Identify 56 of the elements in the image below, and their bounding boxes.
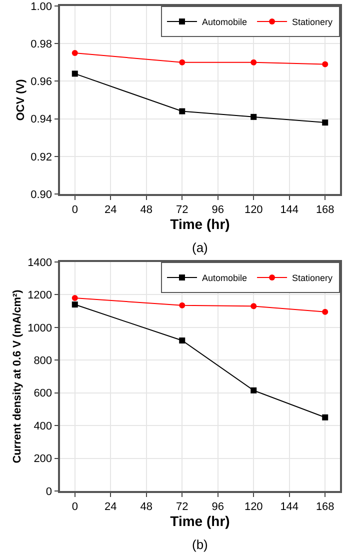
point xyxy=(179,59,186,66)
x-tick-label: 120 xyxy=(244,500,263,513)
legend-label: Stationery xyxy=(292,17,334,28)
x-tick-label: 168 xyxy=(316,204,334,216)
x-tick-label: 144 xyxy=(280,204,299,216)
text: (a) xyxy=(192,240,208,255)
y-tick-label: 600 xyxy=(34,388,52,400)
x-tick-label: 0 xyxy=(72,500,78,513)
y-tick-label: 400 xyxy=(34,420,52,432)
x-tick-label: 48 xyxy=(140,204,153,216)
point xyxy=(322,414,328,420)
y-tick-label: 800 xyxy=(34,354,52,367)
x-tick-label: 0 xyxy=(72,204,78,216)
point xyxy=(250,59,257,66)
point xyxy=(72,70,78,77)
y-axis-title: OCV (V) xyxy=(14,78,27,121)
x-tick-label: 168 xyxy=(316,500,334,513)
point xyxy=(322,120,328,126)
x-tick-label: 24 xyxy=(104,204,117,216)
x-tick-label: 96 xyxy=(212,204,224,216)
y-tick-label: 0.96 xyxy=(30,76,52,88)
y-tick-label: 1.00 xyxy=(30,0,52,13)
point xyxy=(179,338,186,344)
y-tick-label: 0.94 xyxy=(30,114,52,126)
point xyxy=(179,108,186,114)
y-tick-label: 200 xyxy=(34,453,52,466)
x-axis-title: Time (hr) xyxy=(170,216,230,232)
point xyxy=(322,61,328,68)
point xyxy=(250,114,257,120)
legend-label: Stationery xyxy=(292,273,334,284)
point xyxy=(250,387,257,394)
x-tick-label: 96 xyxy=(212,500,224,513)
x-tick-label: 120 xyxy=(244,204,263,216)
point xyxy=(72,302,78,308)
y-tick-label: 0.90 xyxy=(30,188,52,201)
legend-label: Automobile xyxy=(202,273,248,284)
point xyxy=(72,50,78,56)
x-axis-title: Time (hr) xyxy=(170,512,230,529)
y-tick-label: 1400 xyxy=(28,256,52,269)
y-tick-label: 1000 xyxy=(28,322,52,334)
y-tick-label: 0.92 xyxy=(30,151,52,164)
point xyxy=(322,308,328,315)
legend-label: Automobile xyxy=(202,17,248,28)
point xyxy=(179,302,186,308)
x-tick-label: 144 xyxy=(280,500,299,513)
x-tick-label: 48 xyxy=(140,500,153,513)
text: (b) xyxy=(192,537,208,552)
x-tick-label: 72 xyxy=(176,204,188,216)
point xyxy=(250,303,257,310)
y-tick-label: 1200 xyxy=(28,290,52,302)
point xyxy=(72,294,78,301)
y-tick-label: 0.98 xyxy=(30,38,52,50)
x-tick-label: 72 xyxy=(176,500,188,513)
y-tick-label: 0 xyxy=(46,486,52,498)
y-axis-title: Current density at 0.6 V (mA/cm²) xyxy=(12,289,24,464)
x-tick-label: 24 xyxy=(104,500,117,513)
